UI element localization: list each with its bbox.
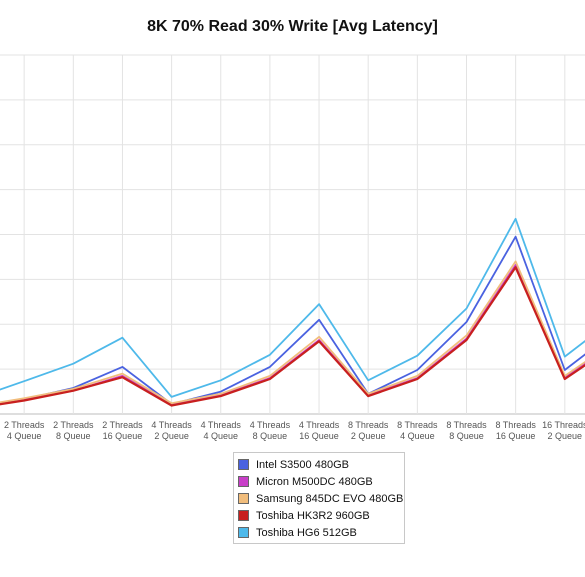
x-tick-label: 2 Threads 8 Queue xyxy=(53,420,94,441)
legend-item: Intel S3500 480GB xyxy=(238,456,404,473)
x-tick-label: 4 Threads 8 Queue xyxy=(250,420,291,441)
x-tick-label: 8 Threads 16 Queue xyxy=(495,420,536,441)
series-line-5 xyxy=(0,217,585,398)
x-tick-label: 16 Threads 2 Queue xyxy=(542,420,585,441)
grid-layer xyxy=(0,54,585,415)
legend-item: Toshiba HK3R2 960GB xyxy=(238,507,404,524)
legend-item: Samsung 845DC EVO 480GB xyxy=(238,490,404,507)
legend-label: Intel S3500 480GB xyxy=(256,458,349,471)
x-tick-label: 8 Threads 2 Queue xyxy=(348,420,389,441)
x-tick-label: 2 Threads 4 Queue xyxy=(4,420,45,441)
legend-swatch xyxy=(238,527,249,538)
x-tick-label: 2 Threads 16 Queue xyxy=(102,420,143,441)
x-tick-label: 8 Threads 4 Queue xyxy=(397,420,438,441)
legend: Intel S3500 480GB Micron M500DC 480GB Sams… xyxy=(233,452,405,544)
legend-item: Micron M500DC 480GB xyxy=(238,473,404,490)
legend-swatch xyxy=(238,459,249,470)
x-tick-label: 8 Threads 8 Queue xyxy=(446,420,487,441)
x-tick-label: 4 Threads 16 Queue xyxy=(299,420,340,441)
x-tick-label: 4 Threads 2 Queue xyxy=(151,420,192,441)
series-line-1 xyxy=(0,235,585,406)
series-line-4 xyxy=(0,266,585,407)
series-lines xyxy=(0,217,585,407)
legend-label: Samsung 845DC EVO 480GB xyxy=(256,492,404,505)
chart-title: 8K 70% Read 30% Write [Avg Latency] xyxy=(147,18,438,35)
legend-item: Toshiba HG6 512GB xyxy=(238,524,404,541)
x-tick-label: 4 Threads 4 Queue xyxy=(201,420,242,441)
legend-label: Micron M500DC 480GB xyxy=(256,475,373,488)
legend-swatch xyxy=(238,510,249,521)
series-line-3 xyxy=(0,260,585,405)
legend-label: Toshiba HK3R2 960GB xyxy=(256,509,370,522)
legend-swatch xyxy=(238,476,249,487)
legend-label: Toshiba HG6 512GB xyxy=(256,526,357,539)
legend-swatch xyxy=(238,493,249,504)
